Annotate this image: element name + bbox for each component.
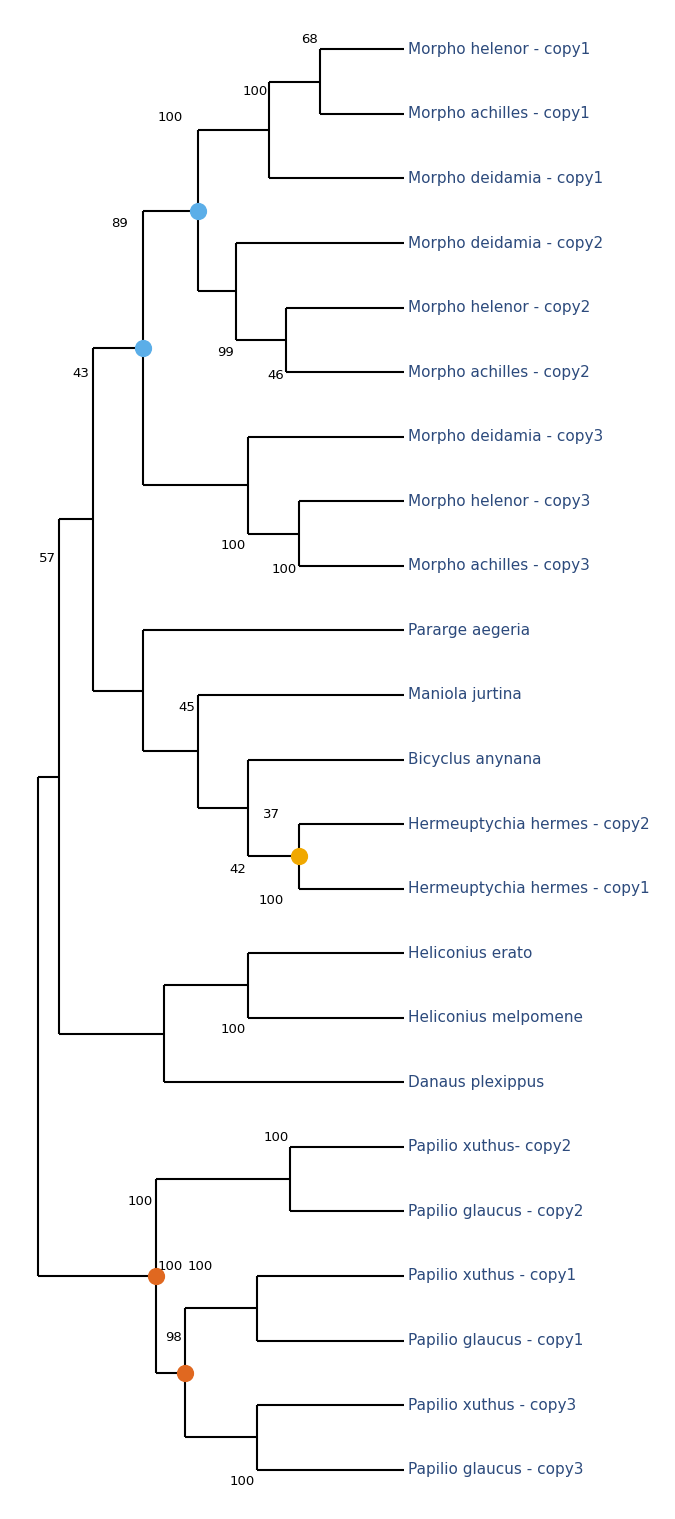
Text: 100: 100 xyxy=(263,1130,288,1144)
Text: Morpho achilles - copy1: Morpho achilles - copy1 xyxy=(408,106,590,122)
Text: 99: 99 xyxy=(217,346,234,360)
Text: 100: 100 xyxy=(127,1195,153,1208)
Text: Morpho deidamia - copy3: Morpho deidamia - copy3 xyxy=(408,430,603,444)
Text: 100: 100 xyxy=(158,1259,183,1273)
Text: 42: 42 xyxy=(230,863,246,876)
Text: Morpho helenor - copy1: Morpho helenor - copy1 xyxy=(408,43,591,56)
Text: Morpho achilles - copy2: Morpho achilles - copy2 xyxy=(408,365,590,380)
Text: 100: 100 xyxy=(259,893,284,907)
Text: 89: 89 xyxy=(111,217,128,231)
Text: Maniola jurtina: Maniola jurtina xyxy=(408,688,522,702)
Text: 100: 100 xyxy=(242,85,267,97)
Text: 100: 100 xyxy=(188,1259,213,1273)
Text: 100: 100 xyxy=(158,111,183,123)
Text: 68: 68 xyxy=(301,33,318,46)
Text: Papilio xuthus - copy3: Papilio xuthus - copy3 xyxy=(408,1397,576,1413)
Text: Hermeuptychia hermes - copy1: Hermeuptychia hermes - copy1 xyxy=(408,881,650,896)
Point xyxy=(192,199,203,223)
Point xyxy=(180,1361,190,1385)
Text: Papilio glaucus - copy3: Papilio glaucus - copy3 xyxy=(408,1463,584,1476)
Text: Papilio xuthus - copy1: Papilio xuthus - copy1 xyxy=(408,1268,576,1284)
Text: 57: 57 xyxy=(38,551,55,565)
Text: Hermeuptychia hermes - copy2: Hermeuptychia hermes - copy2 xyxy=(408,817,650,831)
Text: 98: 98 xyxy=(165,1331,182,1344)
Text: Morpho deidamia - copy2: Morpho deidamia - copy2 xyxy=(408,235,603,251)
Point xyxy=(294,845,304,869)
Text: Morpho helenor - copy3: Morpho helenor - copy3 xyxy=(408,494,591,509)
Text: Morpho deidamia - copy1: Morpho deidamia - copy1 xyxy=(408,172,603,185)
Text: Morpho helenor - copy2: Morpho helenor - copy2 xyxy=(408,301,591,314)
Text: Heliconius erato: Heliconius erato xyxy=(408,946,533,960)
Text: 45: 45 xyxy=(179,702,196,714)
Text: Bicyclus anynana: Bicyclus anynana xyxy=(408,752,542,767)
Point xyxy=(151,1264,161,1288)
Text: 100: 100 xyxy=(221,539,246,551)
Text: 100: 100 xyxy=(221,1022,246,1036)
Text: Papilio xuthus- copy2: Papilio xuthus- copy2 xyxy=(408,1139,572,1154)
Text: 100: 100 xyxy=(271,562,297,576)
Text: 37: 37 xyxy=(263,808,280,820)
Text: Heliconius melpomene: Heliconius melpomene xyxy=(408,1010,583,1025)
Point xyxy=(138,336,148,360)
Text: 43: 43 xyxy=(72,368,89,380)
Text: 100: 100 xyxy=(230,1475,254,1487)
Text: 46: 46 xyxy=(267,369,284,381)
Text: Papilio glaucus - copy2: Papilio glaucus - copy2 xyxy=(408,1205,584,1218)
Text: Papilio glaucus - copy1: Papilio glaucus - copy1 xyxy=(408,1334,584,1347)
Text: Pararge aegeria: Pararge aegeria xyxy=(408,623,531,638)
Text: Danaus plexippus: Danaus plexippus xyxy=(408,1075,545,1089)
Text: Morpho achilles - copy3: Morpho achilles - copy3 xyxy=(408,559,590,573)
